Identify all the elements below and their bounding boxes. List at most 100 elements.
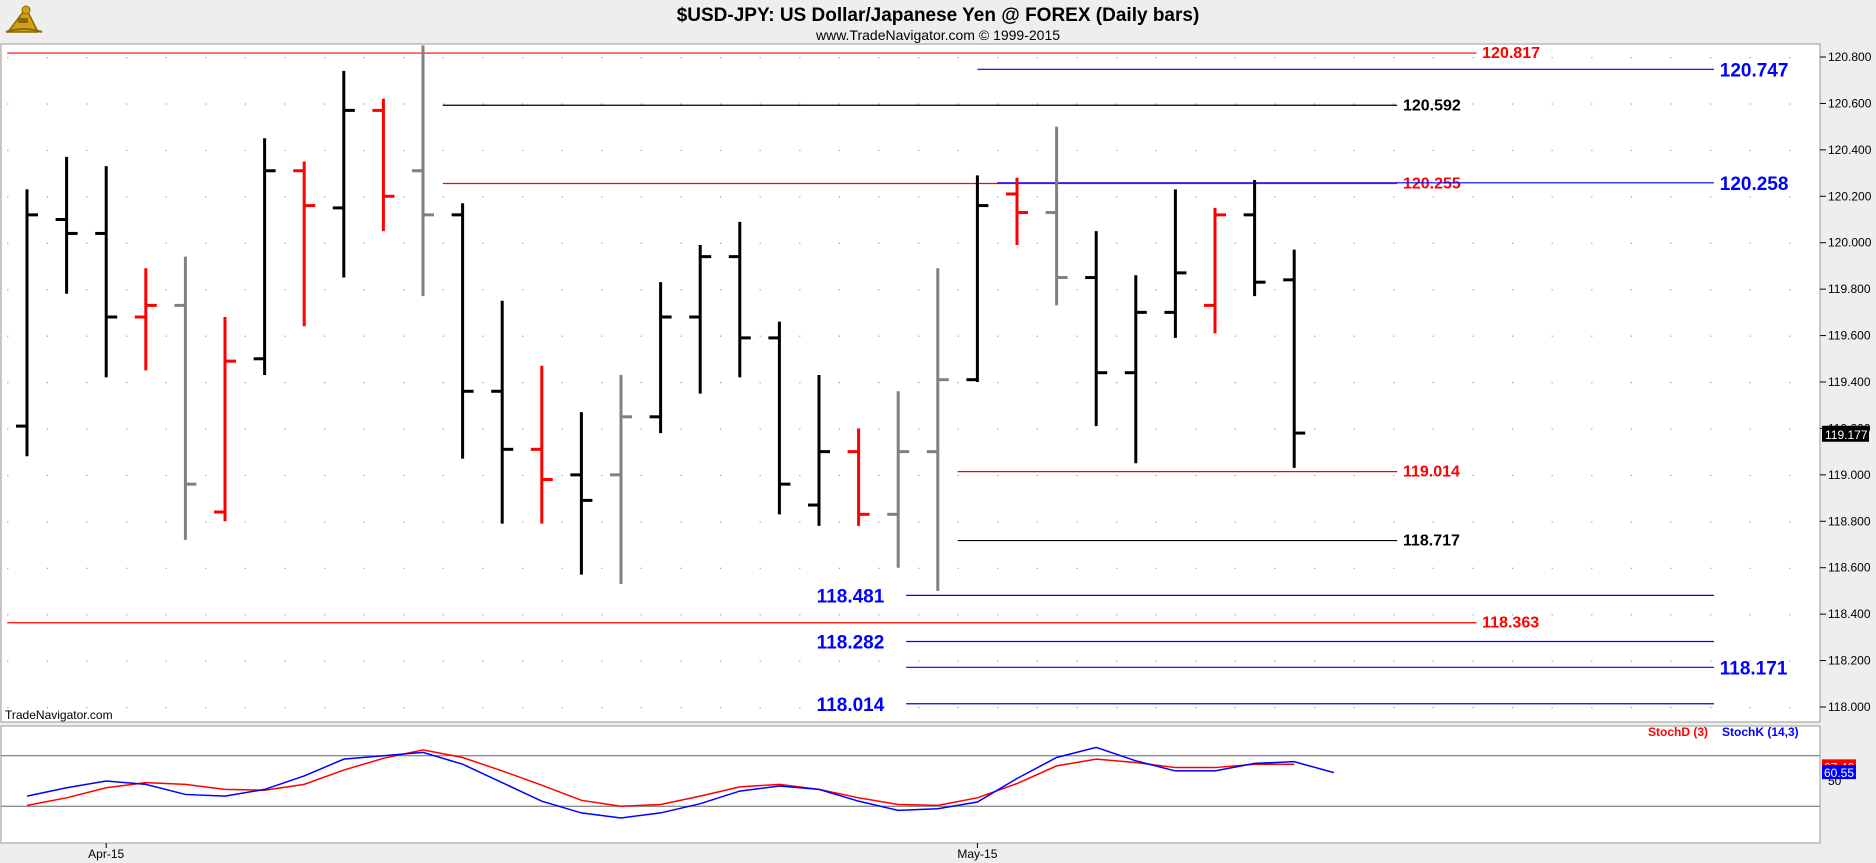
grid-dot [997,196,999,198]
grid-dot [1670,614,1672,616]
grid-dot [601,57,603,59]
grid-dot [7,660,9,662]
grid-dot [1472,57,1474,59]
grid-dot [1551,103,1553,105]
grid-dot [720,428,722,430]
grid-dot [1314,57,1316,59]
grid-dot [601,428,603,430]
grid-dot [1591,567,1593,569]
grid-dot [1749,57,1751,59]
grid-dot [1076,57,1078,59]
grid-dot [324,57,326,59]
grid-dot [1749,242,1751,244]
grid-dot [601,103,603,105]
grid-dot [918,707,920,709]
grid-dot [1630,242,1632,244]
level-label: 119.014 [1403,464,1460,481]
grid-dot [1710,614,1712,616]
grid-dot [363,707,365,709]
grid-dot [1591,335,1593,337]
grid-dot [1432,335,1434,337]
grid-dot [1393,335,1395,337]
grid-dot [1591,57,1593,59]
grid-dot [1353,57,1355,59]
grid-dot [680,289,682,291]
grid-dot [1274,614,1276,616]
grid-dot [1314,521,1316,523]
grid-dot [1393,567,1395,569]
grid-dot [1432,707,1434,709]
grid-dot [86,335,88,337]
price-tick-label: 118.000 [1828,700,1871,714]
grid-dot [997,428,999,430]
grid-dot [86,196,88,198]
grid-dot [1789,242,1791,244]
grid-dot [1314,149,1316,152]
grid-dot [1116,335,1118,337]
grid-dot [1670,428,1672,430]
grid-dot [482,196,484,198]
grid-dot [1432,289,1434,291]
grid-dot [601,707,603,709]
grid-dot [1432,149,1434,152]
grid-dot [561,567,563,569]
grid-dot [403,103,405,105]
grid-dot [561,103,563,105]
grid-dot [838,428,840,430]
grid-dot [957,57,959,59]
grid-dot [1076,707,1078,709]
grid-dot [1789,660,1791,662]
grid-dot [165,103,167,105]
grid-dot [482,57,484,59]
grid-dot [601,660,603,662]
grid-dot [1274,567,1276,569]
grid-dot [640,289,642,291]
stoch-d-line [26,749,1295,807]
grid-dot [324,521,326,523]
grid-dot [1710,103,1712,105]
grid-dot [165,707,167,709]
grid-dot [1274,289,1276,291]
grid-dot [1314,660,1316,662]
grid-dot [1591,242,1593,244]
grid-dot [997,382,999,384]
grid-dot [601,382,603,384]
grid-dot [1472,289,1474,291]
grid-dot [1353,428,1355,430]
grid-dot [205,289,207,291]
grid-dot [878,382,880,384]
grid-dot [1630,103,1632,105]
grid-dot [561,382,563,384]
grid-dot [878,196,880,198]
grid-dot [957,567,959,569]
stoch-k-value-box [1822,765,1856,780]
grid-dot [799,567,801,569]
grid-dot [759,289,761,291]
grid-dot [244,242,246,244]
grid-dot [1472,707,1474,709]
grid-dot [1036,521,1038,523]
grid-dot [878,103,880,105]
grid-dot [86,521,88,523]
grid-dot [720,242,722,244]
grid-dot [244,335,246,337]
price-tick-label: 120.200 [1828,189,1872,203]
level-label: 120.747 [1720,60,1789,81]
grid-dot [205,707,207,709]
grid-dot [1274,196,1276,198]
grid-dot [1432,196,1434,198]
grid-dot [720,196,722,198]
grid-dot [46,660,48,662]
grid-dot [1234,382,1236,384]
grid-dot [1749,196,1751,198]
stoch-d-legend: StochD (3) [1648,725,1708,739]
grid-dot [720,335,722,337]
grid-dot [997,149,999,152]
grid-dot [640,707,642,709]
grid-dot [680,335,682,337]
grid-dot [1314,196,1316,198]
grid-dot [1274,149,1276,152]
grid-dot [1314,474,1316,477]
grid-dot [522,474,524,477]
grid-dot [1076,103,1078,105]
